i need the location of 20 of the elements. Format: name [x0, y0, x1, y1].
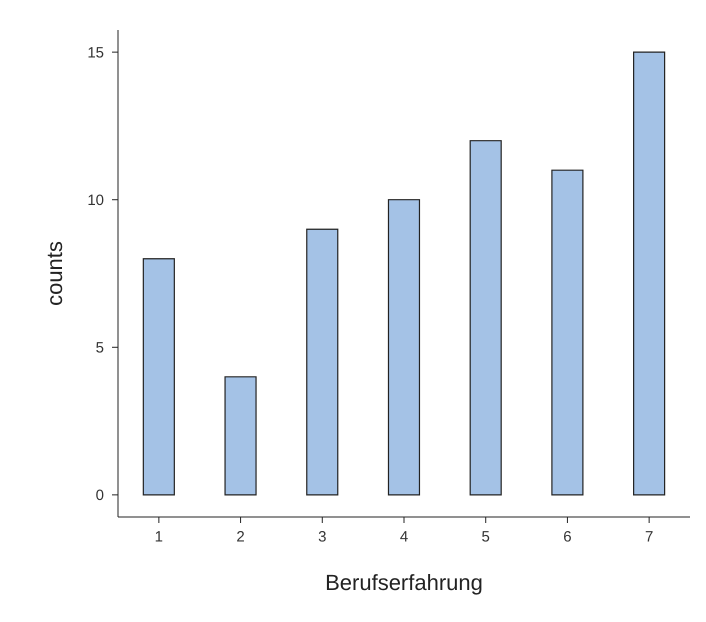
y-tick-label: 15 [87, 44, 104, 62]
x-tick-label: 6 [563, 528, 572, 546]
x-tick-label: 1 [154, 528, 164, 546]
x-tick-label: 4 [400, 528, 408, 546]
bar [142, 258, 175, 496]
y-tick-label: 10 [87, 192, 104, 210]
y-axis-title: counts [42, 241, 67, 306]
y-tick-label: 0 [96, 487, 104, 504]
x-tick-label: 7 [644, 528, 654, 546]
x-axis-title: Berufserfahrung [325, 570, 483, 595]
x-tick-label: 2 [236, 528, 245, 546]
bar [551, 170, 584, 496]
bar [224, 376, 257, 496]
y-tick-label: 5 [96, 340, 104, 357]
x-tick-label: 5 [482, 528, 490, 546]
x-tick-label: 3 [318, 528, 326, 546]
bar [470, 140, 502, 496]
bar [306, 228, 338, 496]
bar [633, 52, 666, 496]
bar [388, 199, 420, 496]
